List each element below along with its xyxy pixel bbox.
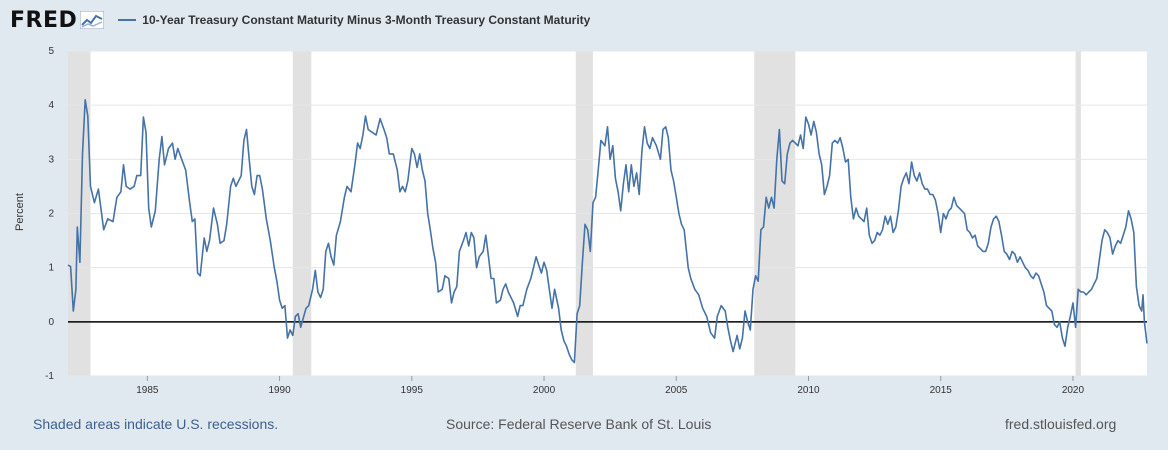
chart: 5 4 3 2 1 0 -1 1985 1990 1995 2000 2005 2010 2015 202… (14, 46, 1148, 396)
x-axis-ticks: 1985 1990 1995 2000 2005 2010 2015 2020 (136, 376, 1085, 396)
y-tick-label: 0 (48, 317, 54, 328)
y-tick-label: 2 (48, 209, 54, 220)
y-tick-label: 3 (48, 154, 54, 165)
fred-logo[interactable]: FRED (10, 7, 78, 33)
legend: 10-Year Treasury Constant Maturity Minus… (118, 13, 590, 27)
legend-label: 10-Year Treasury Constant Maturity Minus… (142, 13, 591, 27)
x-tick-label: 2020 (1062, 385, 1085, 396)
source-note: Source: Federal Reserve Bank of St. Loui… (446, 416, 712, 432)
x-tick-label: 1995 (401, 385, 424, 396)
x-tick-label: 1985 (136, 385, 159, 396)
y-axis-label: Percent (14, 193, 26, 231)
x-tick-label: 1990 (268, 385, 291, 396)
gridlines (68, 50, 1147, 377)
x-tick-label: 2015 (930, 385, 953, 396)
series-line (67, 99, 1148, 364)
y-axis-ticks: 5 4 3 2 1 0 -1 (45, 46, 54, 382)
site-link[interactable]: fred.stlouisfed.org (1005, 416, 1117, 432)
x-tick-label: 2000 (533, 385, 556, 396)
y-tick-label: 4 (48, 100, 54, 111)
recession-note[interactable]: Shaded areas indicate U.S. recessions. (33, 416, 279, 432)
fred-line-chart-icon (80, 11, 105, 29)
header: FRED 10-Year Treasury Constant Maturity … (10, 6, 590, 34)
y-tick-label: 1 (48, 263, 54, 274)
y-tick-label: 5 (48, 46, 54, 57)
legend-swatch (118, 19, 137, 21)
y-tick-label: -1 (45, 371, 54, 382)
x-tick-label: 2010 (797, 385, 820, 396)
x-tick-label: 2005 (665, 385, 688, 396)
